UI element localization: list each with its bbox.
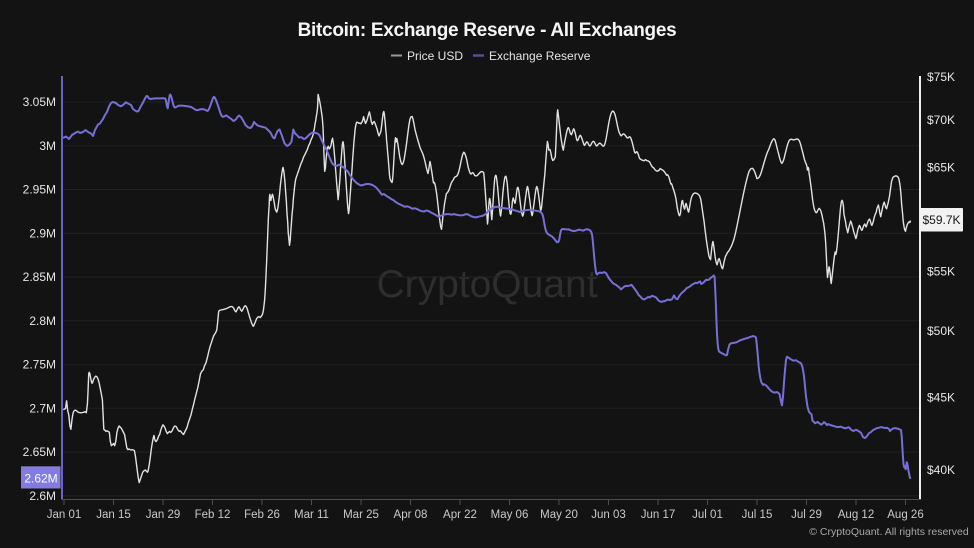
svg-text:Feb 12: Feb 12: [195, 509, 231, 521]
svg-text:2.95M: 2.95M: [23, 183, 56, 197]
svg-text:Mar 25: Mar 25: [343, 509, 379, 521]
svg-text:Bitcoin: Exchange Reserve - Al: Bitcoin: Exchange Reserve - All Exchange…: [298, 20, 677, 41]
svg-text:2.7M: 2.7M: [29, 401, 56, 415]
svg-text:$70K: $70K: [927, 113, 955, 127]
svg-text:3M: 3M: [39, 139, 56, 153]
svg-text:Feb 26: Feb 26: [244, 509, 280, 521]
svg-text:2.6M: 2.6M: [29, 489, 56, 503]
svg-text:2.9M: 2.9M: [29, 226, 56, 240]
svg-text:$75K: $75K: [927, 70, 955, 84]
svg-text:$59.7K: $59.7K: [922, 213, 960, 227]
svg-text:Jan 29: Jan 29: [146, 509, 181, 521]
svg-text:2.8M: 2.8M: [29, 314, 56, 328]
svg-text:2.85M: 2.85M: [23, 270, 56, 284]
svg-text:2.65M: 2.65M: [23, 445, 56, 459]
svg-text:Price USD: Price USD: [407, 49, 463, 63]
svg-text:Jul 01: Jul 01: [692, 509, 723, 521]
svg-text:CryptoQuant: CryptoQuant: [376, 263, 597, 306]
svg-text:Jan 01: Jan 01: [47, 509, 82, 521]
svg-text:Apr 08: Apr 08: [394, 509, 428, 521]
svg-text:Jun 17: Jun 17: [641, 509, 676, 521]
svg-text:3.05M: 3.05M: [23, 95, 56, 109]
svg-text:2.62M: 2.62M: [24, 472, 57, 486]
svg-text:© CryptoQuant. All rights rese: © CryptoQuant. All rights reserved: [809, 526, 969, 538]
svg-text:$65K: $65K: [927, 161, 955, 175]
svg-text:Jun 03: Jun 03: [591, 509, 626, 521]
svg-text:Jul 15: Jul 15: [742, 509, 773, 521]
svg-text:$55K: $55K: [927, 265, 955, 279]
svg-text:$50K: $50K: [927, 324, 955, 338]
svg-text:May 20: May 20: [540, 509, 578, 521]
svg-text:Exchange Reserve: Exchange Reserve: [489, 49, 591, 63]
svg-text:Aug 26: Aug 26: [887, 509, 923, 521]
svg-text:May 06: May 06: [491, 509, 529, 521]
svg-text:Aug 12: Aug 12: [838, 509, 874, 521]
svg-text:Jan 15: Jan 15: [96, 509, 131, 521]
svg-text:Jul 29: Jul 29: [791, 509, 822, 521]
svg-text:$45K: $45K: [927, 391, 955, 405]
svg-text:Mar 11: Mar 11: [294, 509, 329, 521]
svg-text:$40K: $40K: [927, 463, 955, 477]
svg-text:Apr 22: Apr 22: [443, 509, 477, 521]
svg-text:2.75M: 2.75M: [23, 358, 56, 372]
